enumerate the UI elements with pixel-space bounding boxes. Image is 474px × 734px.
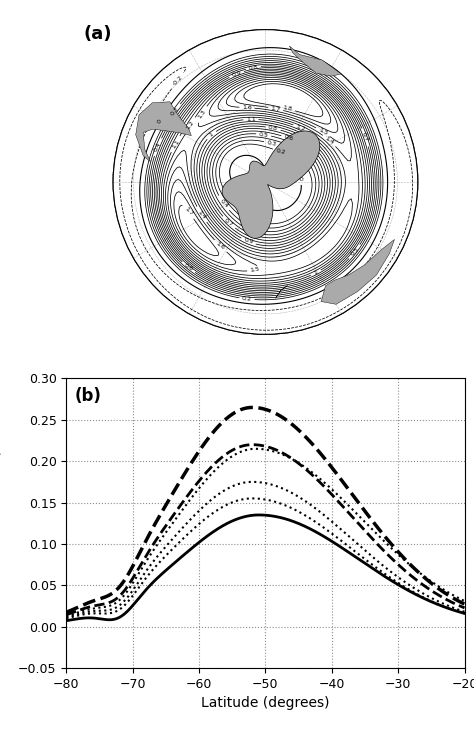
Text: 1.2: 1.2 (185, 120, 195, 131)
Text: 0.6: 0.6 (183, 263, 194, 272)
Text: 0.2: 0.2 (275, 148, 286, 155)
Text: 1.7: 1.7 (271, 106, 281, 112)
Circle shape (113, 29, 418, 334)
Text: -0.2: -0.2 (172, 75, 183, 87)
Circle shape (113, 29, 418, 334)
Text: 0.3: 0.3 (266, 140, 277, 147)
Text: 1.5: 1.5 (249, 266, 260, 273)
Polygon shape (136, 102, 191, 161)
Text: 0.4: 0.4 (219, 198, 229, 208)
Text: 1.4: 1.4 (197, 209, 207, 220)
Text: 0.5: 0.5 (259, 131, 269, 138)
Text: 0.8: 0.8 (248, 65, 259, 70)
Text: (a): (a) (83, 25, 111, 43)
Text: 0: 0 (296, 175, 303, 181)
Text: 0.9: 0.9 (231, 70, 242, 78)
Polygon shape (222, 131, 320, 239)
Text: 0.7: 0.7 (361, 132, 370, 143)
Polygon shape (290, 46, 341, 76)
Text: 1.5: 1.5 (318, 128, 328, 137)
Y-axis label: Mean zonal wind stress (N/m²): Mean zonal wind stress (N/m²) (0, 428, 3, 619)
Text: 0.3: 0.3 (170, 106, 180, 117)
Text: 0.4: 0.4 (153, 142, 162, 153)
Text: 0.5: 0.5 (349, 247, 360, 257)
Text: 0.6: 0.6 (283, 134, 294, 142)
Text: 1.3: 1.3 (197, 109, 207, 120)
X-axis label: Latitude (degrees): Latitude (degrees) (201, 697, 330, 711)
Text: 1.8: 1.8 (283, 106, 293, 112)
Text: 0: 0 (157, 118, 163, 124)
Polygon shape (321, 239, 394, 305)
Text: 0.7: 0.7 (223, 218, 234, 228)
Text: 1.4: 1.4 (324, 136, 335, 145)
Text: 1.2: 1.2 (295, 124, 306, 132)
Text: 1.6: 1.6 (242, 105, 252, 110)
Polygon shape (275, 286, 287, 298)
Text: 0.2: 0.2 (242, 296, 252, 302)
Text: 1: 1 (313, 270, 319, 276)
Text: 1.6: 1.6 (215, 241, 226, 251)
Text: 1.1: 1.1 (246, 117, 256, 122)
Text: 1: 1 (209, 132, 214, 138)
Text: 1.7: 1.7 (183, 206, 194, 217)
Text: (b): (b) (74, 387, 101, 405)
Text: 0.8: 0.8 (268, 125, 278, 131)
Text: 1.1: 1.1 (171, 139, 180, 149)
Text: 0.9: 0.9 (243, 238, 254, 245)
